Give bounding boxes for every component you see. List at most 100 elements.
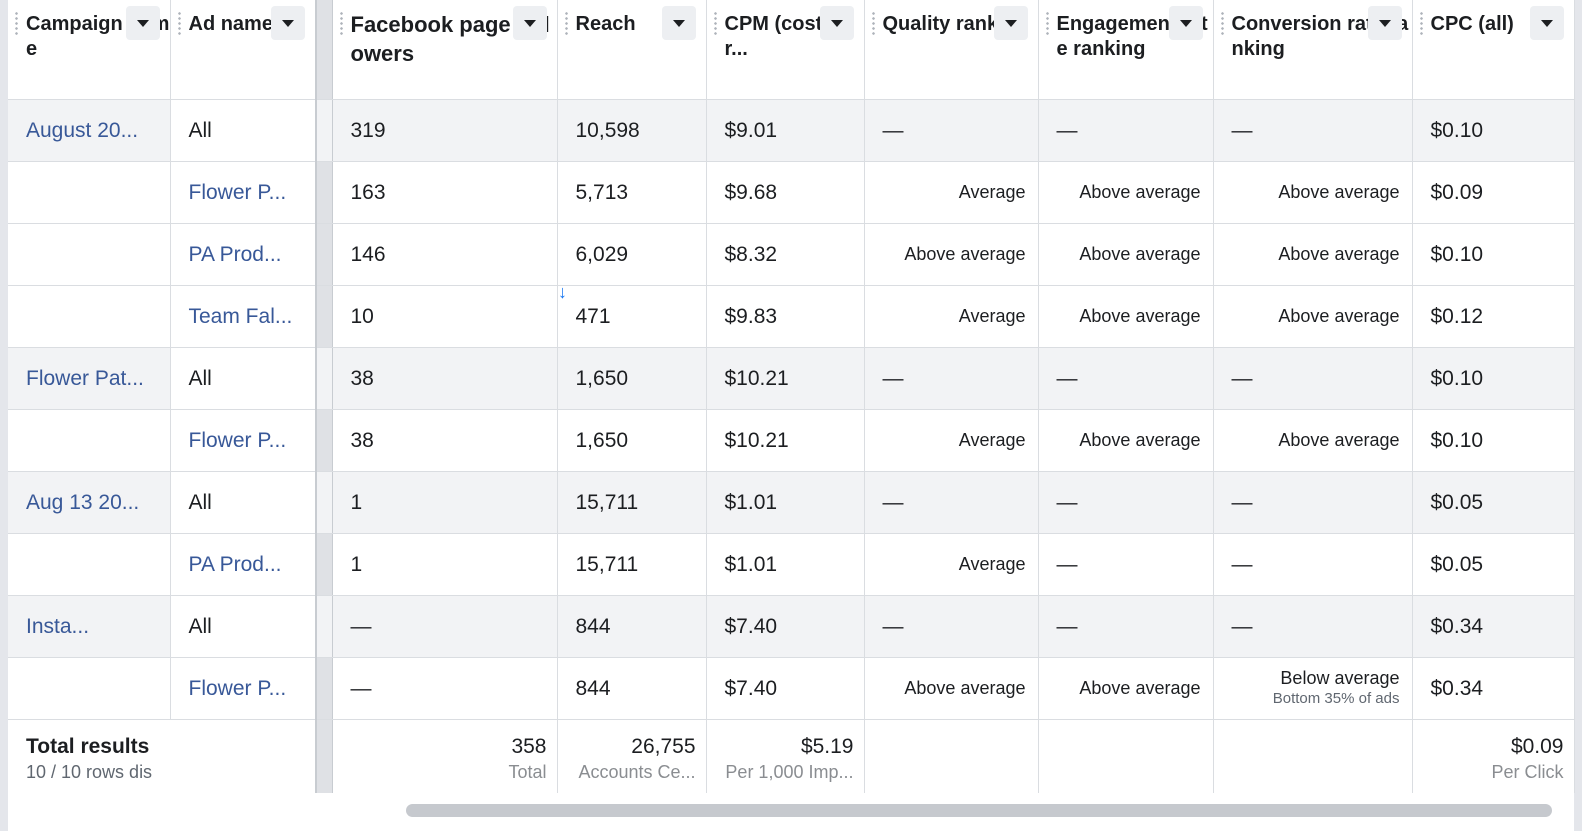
column-header-label[interactable]: Quality ranking bbox=[882, 13, 1029, 35]
sort-dropdown-button[interactable] bbox=[819, 6, 854, 40]
column-splitter[interactable] bbox=[315, 471, 333, 534]
quality-ranking-cell: Average bbox=[864, 161, 1039, 224]
drag-handle-icon[interactable] bbox=[177, 11, 181, 35]
total-engagement-empty bbox=[1038, 719, 1214, 793]
column-splitter[interactable] bbox=[315, 285, 333, 348]
quality-ranking-cell: — bbox=[864, 471, 1039, 534]
reach-cell: 1,650 bbox=[557, 347, 707, 410]
cpc-cell: $0.10 bbox=[1412, 409, 1575, 472]
campaign-name-link[interactable]: Aug 13 20... bbox=[8, 471, 171, 534]
column-splitter[interactable] bbox=[315, 223, 333, 286]
sort-dropdown-button[interactable] bbox=[661, 6, 696, 40]
cpc-cell: $0.09 bbox=[1412, 161, 1575, 224]
cpc-cell: $0.05 bbox=[1412, 471, 1575, 534]
drag-handle-icon[interactable] bbox=[15, 11, 18, 35]
campaign-name-link[interactable]: Flower Pat... bbox=[8, 347, 171, 410]
ad-name-link[interactable]: Flower P... bbox=[170, 409, 317, 472]
total-cpc-label: Per Click bbox=[1491, 762, 1564, 782]
reach-cell: 6,029 bbox=[557, 223, 707, 286]
followers-cell: 38 bbox=[332, 347, 558, 410]
table-row: Flower P... 38 1,650 $10.21 Average Above ave… bbox=[8, 409, 1575, 472]
column-splitter[interactable] bbox=[315, 161, 333, 224]
drag-handle-icon[interactable] bbox=[339, 11, 343, 35]
column-splitter[interactable] bbox=[315, 657, 333, 720]
cpm-cell: $7.40 bbox=[706, 595, 865, 658]
followers-cell: — bbox=[332, 595, 558, 658]
column-splitter[interactable] bbox=[315, 347, 333, 410]
campaign-name-link bbox=[8, 161, 171, 224]
conversion-ranking-value: Below average bbox=[1280, 668, 1400, 688]
ad-name-cell: All bbox=[170, 99, 317, 162]
ad-name-cell: All bbox=[170, 595, 317, 658]
caret-down-icon bbox=[523, 19, 536, 27]
conversion-ranking-cell: Above average bbox=[1213, 409, 1413, 472]
table-row: Flower P... 163 5,713 $9.68 Average Above ave… bbox=[8, 161, 1575, 224]
reach-cell: 844 bbox=[557, 595, 707, 658]
sort-dropdown-button[interactable] bbox=[512, 6, 547, 40]
reach-cell: 844 bbox=[557, 657, 707, 720]
column-header-facebook-page-followers: Facebook page followers bbox=[332, 0, 558, 100]
header-row: Campaign name Ad name Facebook page follow… bbox=[8, 0, 1575, 100]
drag-handle-icon[interactable] bbox=[871, 11, 875, 35]
column-header-label[interactable]: Conversion rate ranking bbox=[1231, 13, 1409, 60]
cpm-cell: $10.21 bbox=[706, 347, 865, 410]
total-cpm-label: Per 1,000 Imp... bbox=[725, 762, 854, 782]
column-header-campaign-name: Campaign name bbox=[8, 0, 171, 100]
table-row: Flower P... —844 $7.40 Above average Above a… bbox=[8, 657, 1575, 720]
conversion-ranking-cell: — bbox=[1213, 99, 1413, 162]
quality-ranking-cell: Average bbox=[864, 409, 1039, 472]
followers-cell: 1 bbox=[332, 533, 558, 596]
cpm-cell: $1.01 bbox=[706, 471, 865, 534]
ad-name-link[interactable]: PA Prod... bbox=[170, 533, 317, 596]
column-header-conversion-rate-ranking: Conversion rate ranking bbox=[1213, 0, 1413, 100]
drag-handle-icon[interactable] bbox=[1220, 11, 1224, 35]
engagement-ranking-cell: Above average bbox=[1038, 161, 1214, 224]
followers-cell: 146 bbox=[332, 223, 558, 286]
drag-handle-icon[interactable] bbox=[564, 11, 568, 35]
ad-name-link[interactable]: PA Prod... bbox=[170, 223, 317, 286]
sort-dropdown-button[interactable] bbox=[271, 6, 305, 40]
table-body: August 20... All 319 10,598 $9.01— — — $0.10 Flo… bbox=[8, 99, 1575, 720]
ad-name-link[interactable]: Team Fal... bbox=[170, 285, 317, 348]
followers-cell: — bbox=[332, 657, 558, 720]
column-splitter[interactable] bbox=[315, 595, 333, 658]
table-row: Flower Pat... All 38 1,650 $10.21— — — $0.10 bbox=[8, 347, 1575, 410]
ad-name-link[interactable]: Flower P... bbox=[170, 657, 317, 720]
caret-down-icon bbox=[136, 19, 149, 27]
campaign-name-link[interactable]: Insta... bbox=[8, 595, 171, 658]
campaign-name-link[interactable]: August 20... bbox=[8, 99, 171, 162]
column-header-label[interactable]: Reach bbox=[575, 13, 636, 35]
sort-dropdown-button[interactable] bbox=[1168, 6, 1203, 40]
column-header-cpc-all: CPC (all) bbox=[1412, 0, 1575, 100]
sort-dropdown-button[interactable] bbox=[993, 6, 1028, 40]
campaign-name-link bbox=[8, 223, 171, 286]
quality-ranking-cell: Above average bbox=[864, 223, 1039, 286]
total-followers-label: Total bbox=[508, 762, 547, 782]
campaign-name-link bbox=[8, 533, 171, 596]
sort-dropdown-button[interactable] bbox=[1529, 6, 1564, 40]
caret-down-icon bbox=[1540, 19, 1553, 27]
followers-cell: 163 bbox=[332, 161, 558, 224]
scrollbar-thumb[interactable] bbox=[406, 804, 1552, 817]
column-splitter[interactable] bbox=[315, 409, 333, 472]
engagement-ranking-cell: Above average bbox=[1038, 657, 1214, 720]
engagement-ranking-cell: — bbox=[1038, 595, 1214, 658]
table-row: Insta... All —844 $7.40— — — $0.34 bbox=[8, 595, 1575, 658]
table-row: Team Fal... 10 471 $9.83 Average Above averag… bbox=[8, 285, 1575, 348]
column-header-label[interactable]: CPC (all) bbox=[1430, 13, 1514, 35]
column-splitter[interactable] bbox=[315, 719, 333, 793]
column-splitter[interactable] bbox=[315, 99, 333, 162]
drag-handle-icon[interactable] bbox=[1419, 11, 1423, 35]
column-splitter[interactable] bbox=[315, 0, 333, 100]
sort-dropdown-button[interactable] bbox=[1367, 6, 1402, 40]
ad-name-link[interactable]: Flower P... bbox=[170, 161, 317, 224]
caret-down-icon bbox=[830, 19, 843, 27]
drag-handle-icon[interactable] bbox=[1045, 11, 1049, 35]
drag-handle-icon[interactable] bbox=[713, 11, 717, 35]
column-header-label[interactable]: Ad name bbox=[188, 13, 273, 35]
sort-dropdown-button[interactable] bbox=[125, 6, 160, 40]
column-splitter[interactable] bbox=[315, 533, 333, 596]
horizontal-scrollbar[interactable] bbox=[8, 799, 1574, 831]
conversion-ranking-cell: Above average bbox=[1213, 285, 1413, 348]
engagement-ranking-cell: Above average bbox=[1038, 223, 1214, 286]
